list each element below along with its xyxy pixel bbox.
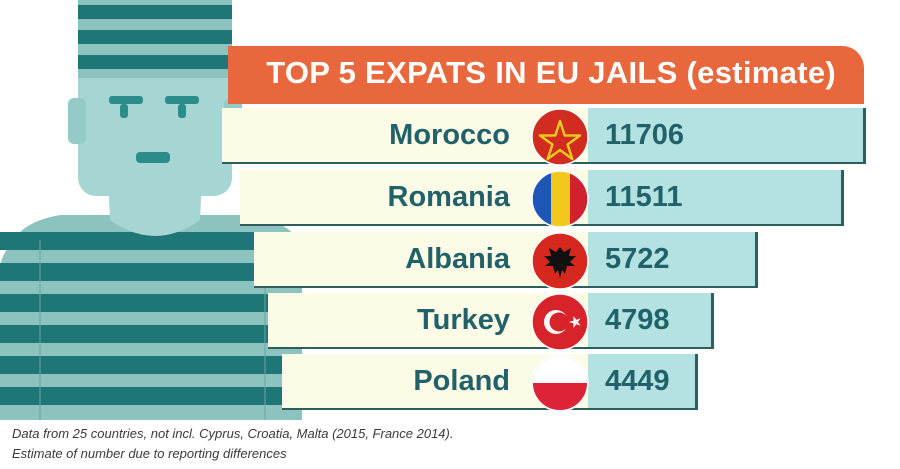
romania-flag-icon <box>531 170 589 228</box>
country-value: 5722 <box>605 243 670 275</box>
table-row: Turkey 4798 <box>268 293 714 351</box>
prisoner-illustration <box>0 0 302 420</box>
footnote-line-1: Data from 25 countries, not incl. Cyprus… <box>12 426 454 441</box>
row-label-cell <box>222 108 588 164</box>
prisoner-eyes <box>109 96 199 118</box>
country-value: 11511 <box>605 181 683 213</box>
table-row: Poland 4449 <box>282 354 698 412</box>
footnote-line-2: Estimate of number due to reporting diff… <box>12 446 287 461</box>
row-value-cell <box>588 170 844 226</box>
row-label-cell <box>240 170 588 226</box>
country-value: 11706 <box>605 119 685 151</box>
country-value: 4798 <box>605 304 670 336</box>
title-banner: TOP 5 EXPATS IN EU JAILS (estimate) <box>228 46 864 104</box>
table-row: Romania 11511 <box>240 170 844 228</box>
chart-title: TOP 5 EXPATS IN EU JAILS (estimate) <box>266 55 836 90</box>
turkey-flag-icon <box>531 293 589 351</box>
morocco-flag-icon <box>531 108 589 166</box>
row-value-cell <box>588 232 758 288</box>
country-name: Poland <box>413 365 510 397</box>
country-name: Turkey <box>417 304 510 336</box>
country-value: 4449 <box>605 365 670 397</box>
country-name: Romania <box>387 181 510 213</box>
chart-board: TOP 5 EXPATS IN EU JAILS (estimate) Moro… <box>222 46 866 412</box>
row-value-cell <box>588 354 698 410</box>
prisoner-mouth <box>136 152 170 163</box>
table-row: Morocco 11706 <box>222 108 866 166</box>
poland-flag-icon <box>531 354 589 412</box>
albania-flag-icon <box>531 232 589 290</box>
prisoner-shirt <box>0 215 302 420</box>
country-name: Albania <box>405 243 510 275</box>
row-value-cell <box>588 293 714 349</box>
row-value-cell <box>588 108 866 164</box>
table-row: Albania 5722 <box>254 232 758 290</box>
prisoner-cap <box>78 0 232 78</box>
prisoner-head <box>78 58 232 196</box>
country-name: Morocco <box>389 119 510 151</box>
